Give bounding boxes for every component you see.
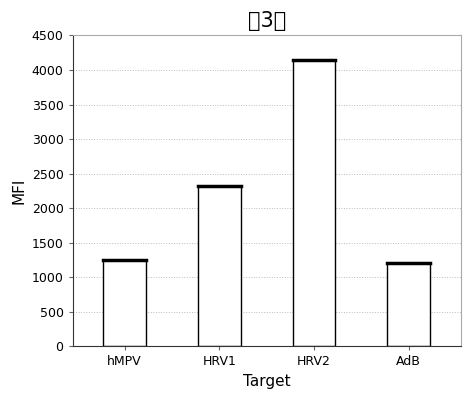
X-axis label: Target: Target bbox=[243, 374, 291, 389]
Y-axis label: MFI: MFI bbox=[11, 178, 26, 204]
Title: 第3组: 第3组 bbox=[248, 11, 286, 31]
Bar bbox=[103, 260, 146, 346]
Bar bbox=[388, 264, 430, 346]
Bar bbox=[198, 186, 241, 346]
Bar bbox=[293, 60, 336, 346]
